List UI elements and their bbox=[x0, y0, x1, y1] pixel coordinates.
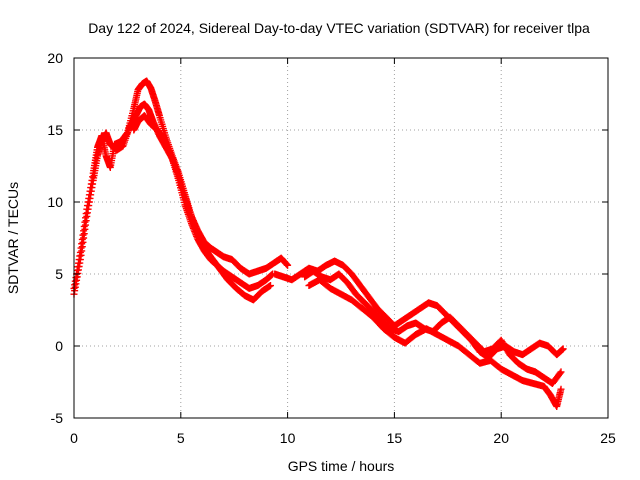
y-tick-label: 5 bbox=[55, 266, 63, 282]
data-point bbox=[557, 368, 565, 376]
y-tick-label: 20 bbox=[47, 50, 63, 66]
y-tick-label: -5 bbox=[51, 410, 64, 426]
series-trace-e bbox=[301, 267, 565, 387]
data-point bbox=[559, 345, 567, 353]
data-point bbox=[267, 282, 275, 290]
series-trace-f bbox=[305, 276, 565, 410]
series-trace-c bbox=[130, 112, 275, 304]
y-tick-label: 0 bbox=[55, 338, 63, 354]
x-tick-label: 15 bbox=[387, 430, 403, 446]
grid-layer bbox=[74, 58, 608, 418]
x-tick-label: 0 bbox=[70, 430, 78, 446]
chart-title: Day 122 of 2024, Sidereal Day-to-day VTE… bbox=[88, 20, 590, 36]
data-point bbox=[557, 385, 565, 393]
data-marks bbox=[70, 77, 567, 410]
x-tick-label: 5 bbox=[177, 430, 185, 446]
x-tick-label: 10 bbox=[280, 430, 296, 446]
x-tick-label: 20 bbox=[493, 430, 509, 446]
data-point bbox=[284, 261, 292, 269]
tick-layer: 0 5 10 15 20 25 -5 0 5 10 15 20 bbox=[47, 50, 616, 446]
y-tick-label: 10 bbox=[47, 194, 63, 210]
x-axis-label: GPS time / hours bbox=[288, 458, 395, 474]
x-tick-label: 25 bbox=[600, 430, 616, 446]
data-point bbox=[556, 369, 564, 377]
plot-frame bbox=[73, 57, 609, 419]
y-tick-label: 15 bbox=[47, 122, 63, 138]
y-axis-label: SDTVAR / TECUs bbox=[5, 182, 21, 294]
